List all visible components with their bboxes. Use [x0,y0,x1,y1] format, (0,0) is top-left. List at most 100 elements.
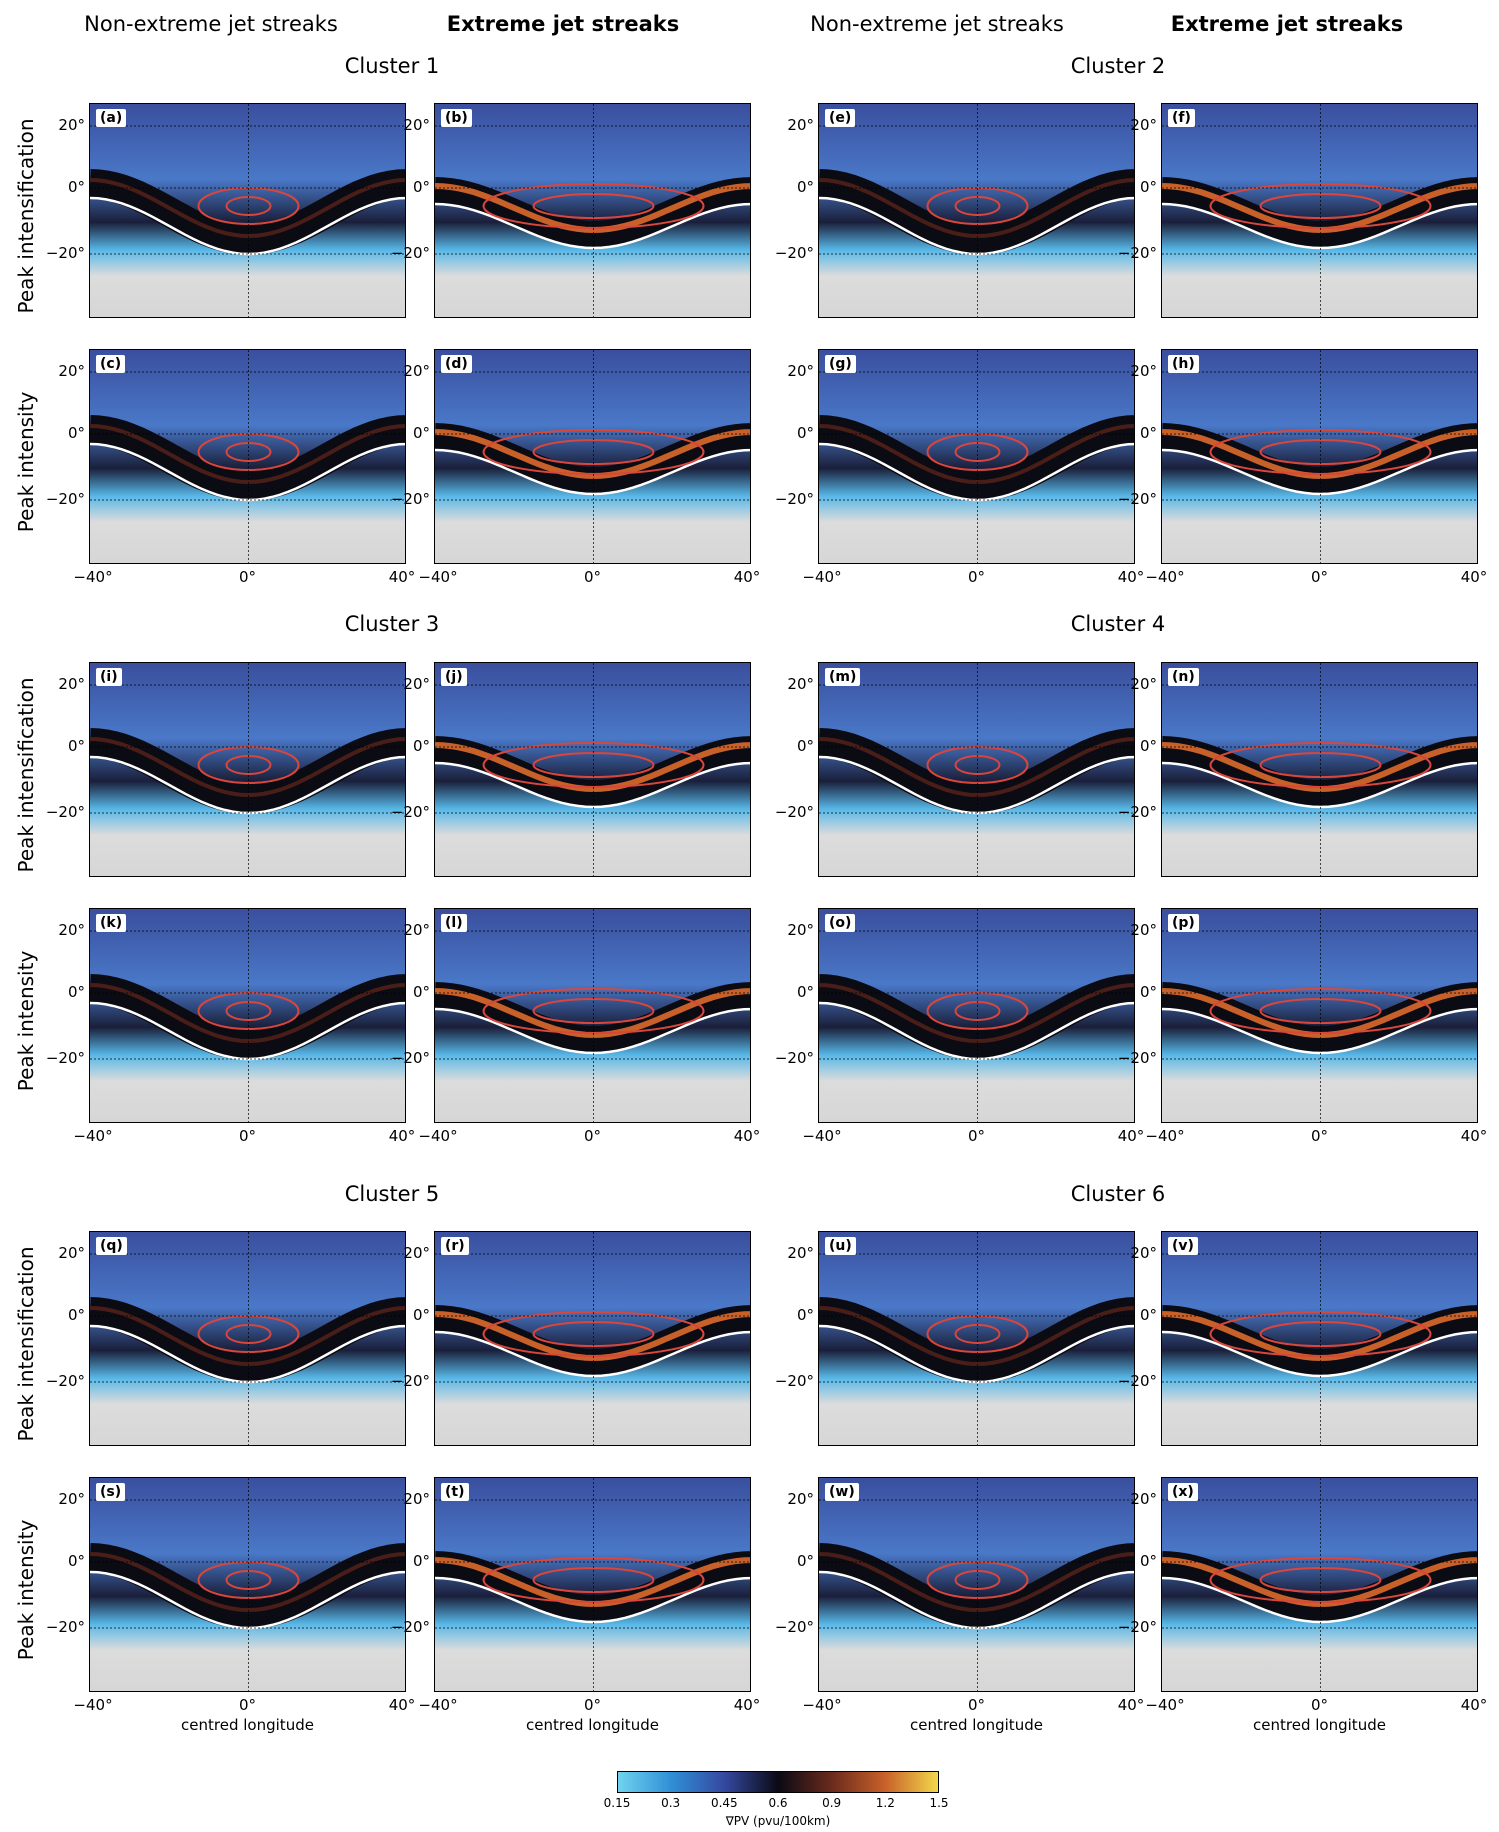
y-tick-label: 0° [1139,424,1157,442]
y-tick-label: −20° [1117,1618,1157,1636]
gradient-pv-map [819,663,1134,876]
map-panel: (u) [818,1231,1135,1446]
y-tick-label: 0° [796,1552,814,1570]
x-tick-label: 40° [388,568,416,586]
y-tick-label: −20° [1117,244,1157,262]
y-tick-label: 0° [1139,983,1157,1001]
y-tick-label: −20° [390,244,430,262]
x-tick-label: 40° [1460,568,1488,586]
y-tick-label: 20° [58,1244,85,1262]
panel-tag: (x) [1168,1483,1198,1501]
y-tick-label: 0° [67,1306,85,1324]
y-tick-label: 20° [403,1244,430,1262]
panel-tag: (b) [441,109,472,127]
x-tick-label: 40° [733,1127,761,1145]
x-tick-label: 40° [1460,1696,1488,1714]
panel-tag: (h) [1168,355,1199,373]
panel-tag: (e) [825,109,856,127]
gradient-pv-map [1162,350,1477,563]
y-tick-label: 0° [796,983,814,1001]
y-tick-label: −20° [390,803,430,821]
x-axis-label: centred longitude [526,1716,659,1734]
x-tick-label: −40° [802,1696,842,1714]
panel-tag: (v) [1168,1237,1198,1255]
y-tick-label: 20° [58,921,85,939]
y-tick-label: 20° [787,1244,814,1262]
gradient-pv-map [90,1232,405,1445]
colorbar-tick: 0.45 [710,1796,738,1810]
y-tick-label: 0° [796,178,814,196]
y-tick-label: −20° [390,1372,430,1390]
x-tick-label: 0° [238,568,257,586]
map-panel: (c) [89,349,406,564]
x-tick-label: 0° [583,568,602,586]
x-tick-label: 40° [1117,1127,1145,1145]
map-panel: (h) [1161,349,1478,564]
map-panel: (j) [434,662,751,877]
x-tick-label: 0° [967,1696,986,1714]
y-tick-label: 0° [412,424,430,442]
x-tick-label: 40° [1117,568,1145,586]
x-tick-label: −40° [73,1127,113,1145]
map-panel: (f) [1161,103,1478,318]
y-tick-label: 0° [67,983,85,1001]
panel-tag: (m) [825,668,861,686]
y-tick-label: 20° [1130,921,1157,939]
panel-tag: (f) [1168,109,1195,127]
column-header-1: Non-extreme jet streaks [84,12,338,36]
gradient-pv-map [819,1478,1134,1691]
x-tick-label: −40° [73,1696,113,1714]
map-panel: (b) [434,103,751,318]
panel-tag: (j) [441,668,467,686]
colorbar-tick: 0.15 [603,1796,631,1810]
gradient-pv-map [435,1478,750,1691]
y-tick-label: −20° [774,1372,814,1390]
cluster-title-5: Cluster 5 [344,1182,440,1206]
y-tick-label: 20° [787,362,814,380]
y-tick-label: −20° [774,1618,814,1636]
map-panel: (o) [818,908,1135,1123]
panel-tag: (k) [96,914,127,932]
y-tick-label: 20° [1130,116,1157,134]
gradient-pv-map [90,909,405,1122]
x-tick-label: 0° [583,1696,602,1714]
cluster-title-2: Cluster 2 [1070,54,1166,78]
panel-tag: (w) [825,1483,859,1501]
gradient-pv-map [435,909,750,1122]
map-panel: (s) [89,1477,406,1692]
y-tick-label: 20° [403,675,430,693]
gradient-pv-map [1162,663,1477,876]
map-panel: (i) [89,662,406,877]
panel-tag: (i) [96,668,122,686]
y-tick-label: 20° [403,362,430,380]
map-panel: (m) [818,662,1135,877]
y-tick-label: −20° [45,803,85,821]
y-tick-label: 0° [1139,1306,1157,1324]
map-panel: (d) [434,349,751,564]
colorbar-tick: 0.6 [768,1796,788,1810]
y-tick-label: 0° [67,737,85,755]
gradient-pv-map [90,350,405,563]
map-panel: (v) [1161,1231,1478,1446]
y-tick-label: 0° [796,1306,814,1324]
gradient-pv-map [90,1478,405,1691]
gradient-pv-map [90,104,405,317]
y-tick-label: 20° [787,116,814,134]
colorbar [617,1771,939,1793]
x-tick-label: 40° [388,1696,416,1714]
x-tick-label: 40° [733,1696,761,1714]
y-tick-label: 0° [412,737,430,755]
panel-tag: (t) [441,1483,469,1501]
colorbar-tick: 0.9 [822,1796,842,1810]
x-tick-label: −40° [802,568,842,586]
cluster-title-6: Cluster 6 [1070,1182,1166,1206]
map-panel: (p) [1161,908,1478,1123]
y-tick-label: 20° [1130,675,1157,693]
column-header-4: Extreme jet streaks [1170,12,1404,36]
map-panel: (t) [434,1477,751,1692]
gradient-pv-map [1162,1478,1477,1691]
panel-tag: (s) [96,1483,126,1501]
gradient-pv-map [90,663,405,876]
y-tick-label: 0° [67,424,85,442]
gradient-pv-map [435,350,750,563]
